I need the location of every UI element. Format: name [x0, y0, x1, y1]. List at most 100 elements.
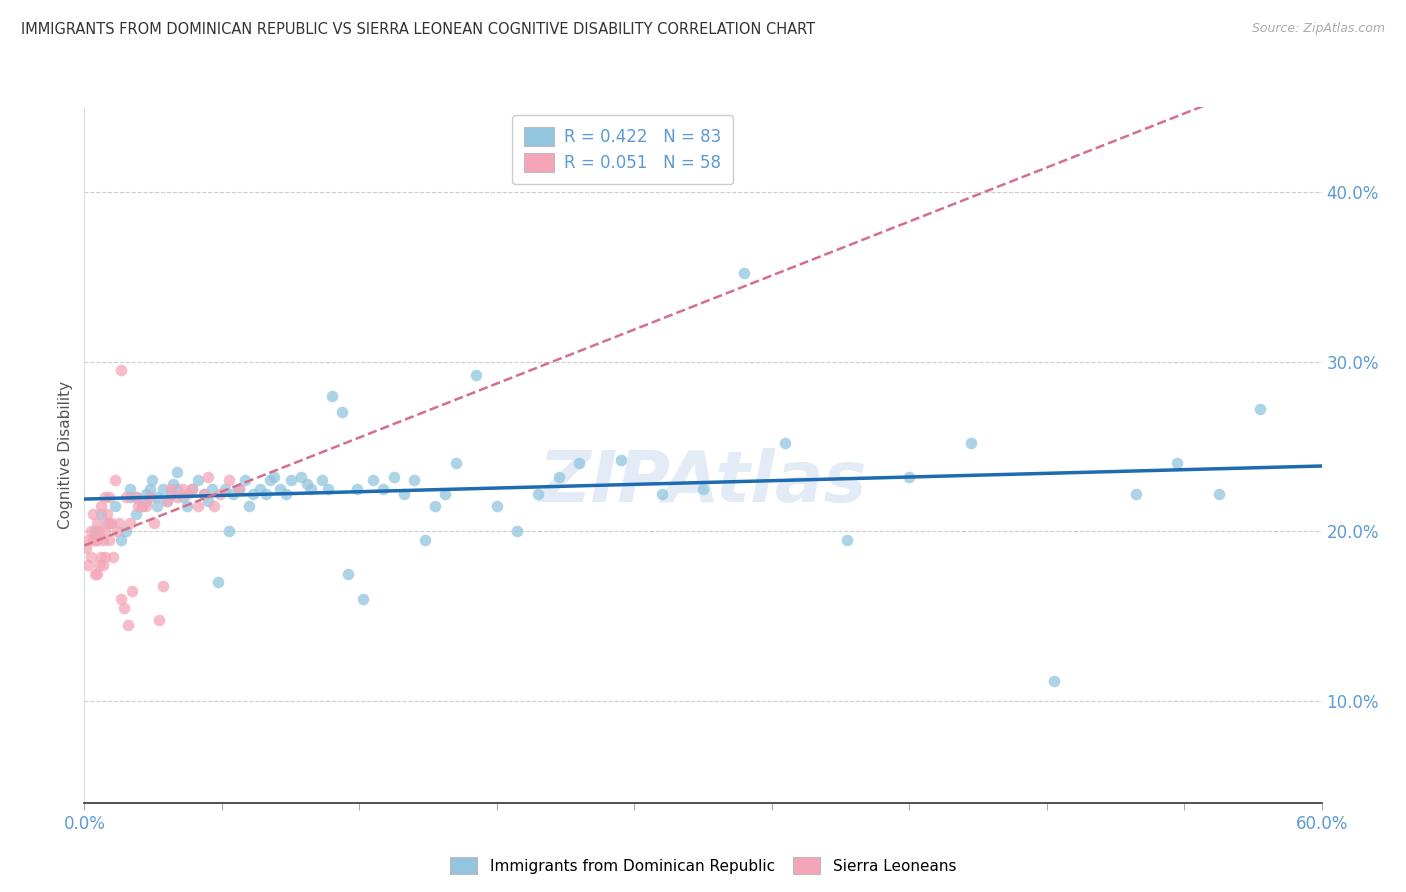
Point: [87, 558, 110, 573]
Point: [837, 533, 859, 547]
Point: [382, 470, 405, 484]
Point: [98, 533, 121, 547]
Point: [898, 470, 921, 484]
Point: [193, 487, 215, 501]
Point: [568, 457, 591, 471]
Point: [361, 474, 384, 488]
Point: [104, 499, 127, 513]
Point: [197, 493, 219, 508]
Point: [152, 578, 174, 592]
Point: [316, 482, 339, 496]
Point: [135, 487, 157, 501]
Point: [108, 516, 131, 530]
Y-axis label: Cognitive Disability: Cognitive Disability: [58, 381, 73, 529]
Point: [222, 487, 245, 501]
Point: [166, 491, 188, 505]
Point: [1166, 457, 1188, 471]
Point: [87, 524, 110, 539]
Point: [176, 487, 198, 501]
Point: [346, 482, 368, 496]
Point: [125, 491, 148, 505]
Point: [249, 482, 271, 496]
Point: [166, 465, 188, 479]
Point: [96, 516, 118, 530]
Point: [90, 499, 112, 513]
Point: [180, 482, 202, 496]
Point: [330, 405, 353, 419]
Point: [110, 363, 132, 377]
Point: [187, 499, 209, 513]
Point: [180, 482, 202, 496]
Point: [176, 499, 198, 513]
Point: [733, 266, 755, 280]
Point: [143, 516, 166, 530]
Point: [392, 487, 415, 501]
Point: [112, 600, 135, 615]
Point: [1208, 487, 1230, 501]
Legend: Immigrants from Dominican Republic, Sierra Leoneans: Immigrants from Dominican Republic, Sier…: [444, 851, 962, 880]
Point: [114, 524, 136, 539]
Point: [960, 436, 983, 450]
Point: [82, 508, 104, 522]
Point: [100, 516, 122, 530]
Point: [96, 508, 118, 522]
Point: [269, 482, 291, 496]
Point: [172, 491, 194, 505]
Point: [263, 470, 285, 484]
Point: [90, 508, 112, 522]
Point: [131, 499, 153, 513]
Point: [148, 613, 170, 627]
Point: [135, 499, 157, 513]
Point: [94, 549, 117, 564]
Point: [86, 516, 108, 530]
Point: [131, 499, 153, 513]
Point: [117, 617, 139, 632]
Point: [118, 491, 141, 505]
Point: [299, 482, 322, 496]
Point: [1125, 487, 1147, 501]
Point: [228, 482, 250, 496]
Point: [692, 482, 714, 496]
Point: [651, 487, 673, 501]
Point: [110, 592, 132, 607]
Point: [413, 533, 436, 547]
Point: [125, 508, 148, 522]
Point: [91, 533, 114, 547]
Point: [311, 474, 333, 488]
Point: [103, 549, 125, 564]
Point: [156, 493, 179, 508]
Point: [172, 482, 194, 496]
Point: [94, 524, 117, 539]
Legend: R = 0.422   N = 83, R = 0.051   N = 58: R = 0.422 N = 83, R = 0.051 N = 58: [512, 115, 733, 184]
Point: [79, 549, 101, 564]
Point: [83, 524, 105, 539]
Point: [156, 493, 179, 508]
Point: [609, 453, 631, 467]
Point: [121, 583, 143, 598]
Point: [259, 474, 281, 488]
Point: [290, 470, 312, 484]
Point: [465, 368, 488, 383]
Point: [141, 474, 163, 488]
Point: [162, 476, 184, 491]
Point: [166, 482, 188, 496]
Text: IMMIGRANTS FROM DOMINICAN REPUBLIC VS SIERRA LEONEAN COGNITIVE DISABILITY CORREL: IMMIGRANTS FROM DOMINICAN REPUBLIC VS SI…: [21, 22, 815, 37]
Point: [75, 541, 97, 556]
Point: [91, 558, 114, 573]
Point: [254, 487, 277, 501]
Point: [98, 516, 121, 530]
Point: [114, 491, 136, 505]
Point: [86, 566, 108, 581]
Point: [201, 482, 224, 496]
Point: [139, 491, 162, 505]
Point: [207, 575, 229, 590]
Point: [135, 493, 157, 508]
Point: [118, 482, 141, 496]
Point: [434, 487, 457, 501]
Point: [90, 549, 112, 564]
Point: [775, 436, 797, 450]
Point: [82, 533, 104, 547]
Point: [280, 474, 302, 488]
Point: [233, 474, 256, 488]
Point: [404, 474, 426, 488]
